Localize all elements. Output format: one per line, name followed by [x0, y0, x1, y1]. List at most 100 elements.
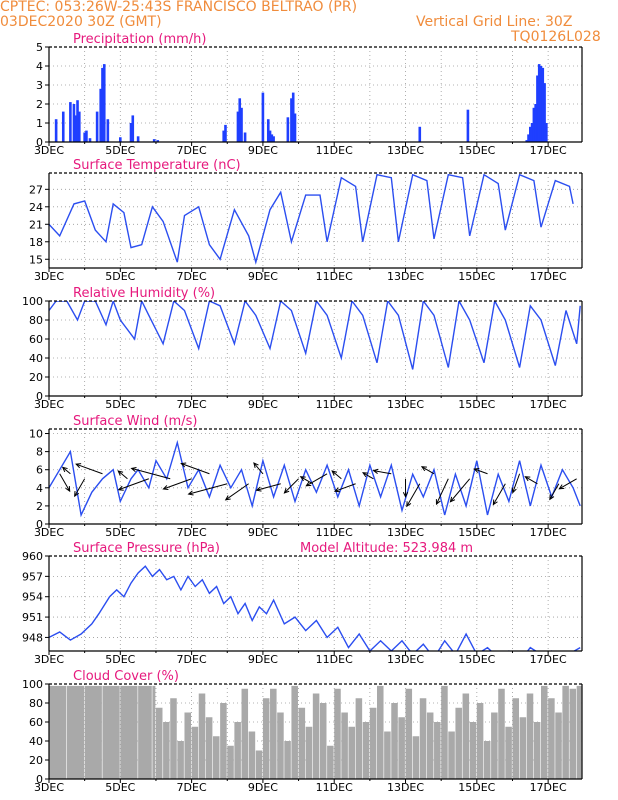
plot-area-cloud: [49, 685, 582, 779]
precip-bar: [536, 75, 539, 142]
cloud-bar: [391, 703, 398, 779]
precip-bar: [156, 140, 160, 142]
panel-temp: 15 18 21 24 27 3DEC 5DEC 7DEC 9DEC 11DEC 13DEC 15DE…: [29, 158, 583, 283]
x-tick-label: 3DEC: [34, 144, 64, 157]
x-tick-label: 9DEC: [248, 144, 278, 157]
cloud-bar: [319, 703, 327, 779]
x-tick-label: 13DEC: [387, 653, 424, 666]
cloud-bar: [84, 685, 102, 779]
cloud-bar: [291, 685, 298, 779]
panel-title-rh: Relative Humidity (%): [73, 286, 215, 301]
x-tick-label: 7DEC: [177, 653, 207, 666]
run-date: 03DEC2020 30Z (GMT): [0, 14, 162, 30]
cloud-bar: [426, 712, 434, 779]
wind-arrow: [549, 483, 560, 501]
x-tick-label: 3DEC: [34, 398, 64, 411]
precip-bar: [129, 123, 133, 142]
cloud-bar: [341, 712, 348, 779]
wind-arrow: [59, 473, 71, 493]
y-tick-label: 20: [29, 754, 43, 767]
y-tick-label: 1: [36, 117, 43, 130]
cloud-bar: [441, 685, 448, 779]
cloud-bar: [355, 698, 363, 779]
y-tick-label: 2: [36, 500, 43, 513]
cloud-bar: [327, 745, 334, 779]
x-tick-label: 7DEC: [177, 781, 207, 794]
cloud-bar: [434, 722, 441, 779]
x-tick-label: 11DEC: [316, 270, 353, 283]
x-tick-label: 5DEC: [105, 398, 135, 411]
x-tick-label: 7DEC: [177, 526, 207, 539]
cloud-bar: [120, 685, 138, 779]
y-tick-label: 8: [36, 446, 43, 459]
precip-bar: [534, 104, 537, 142]
precip-bar: [527, 134, 530, 142]
cloud-bar: [491, 712, 498, 779]
cloud-bar: [198, 693, 206, 779]
precip-bar: [543, 83, 546, 142]
cloud-bar: [533, 722, 541, 779]
wind-arrow: [130, 466, 171, 480]
x-tick-label: 13DEC: [387, 781, 424, 794]
y-tick-label: 15: [29, 253, 43, 266]
y-tick-label: 948: [22, 631, 43, 644]
wind-arrow: [180, 462, 210, 475]
x-tick-label: 3DEC: [34, 781, 64, 794]
vertical-grid-note: Vertical Grid Line: 30Z: [416, 14, 573, 30]
y-tick-label: 80: [29, 697, 43, 710]
plot-area-wind: [49, 439, 581, 518]
y-tick-label: 5: [36, 41, 43, 54]
plot-area-temp: [49, 173, 574, 265]
cloud-bar: [241, 688, 249, 779]
wind-arrow: [61, 466, 71, 475]
y-tick-label: 951: [22, 611, 43, 624]
x-tick-label: 15DEC: [458, 144, 495, 157]
model-altitude-label: Model Altitude: 523.984 m: [300, 541, 473, 556]
cloud-bar: [66, 685, 85, 779]
plot-area-precip: [54, 64, 548, 142]
wind-arrow: [331, 470, 342, 480]
y-tick-label: 0: [36, 773, 43, 786]
cloud-bar: [455, 707, 462, 779]
y-tick-label: 960: [22, 550, 43, 563]
x-tick-label: 17DEC: [530, 144, 567, 157]
cloud-bar: [405, 688, 413, 779]
x-tick-label: 5DEC: [105, 653, 135, 666]
precip-bar: [466, 109, 470, 142]
precip-bar: [238, 98, 242, 142]
precip-bar: [240, 107, 243, 142]
wind-arrow: [74, 478, 86, 498]
x-tick-label: 11DEC: [316, 144, 353, 157]
wind-arrow: [117, 478, 149, 491]
x-tick-label: 5DEC: [105, 526, 135, 539]
precip-bar: [136, 136, 140, 142]
x-tick-label: 9DEC: [248, 653, 278, 666]
y-tick-label: 954: [22, 591, 43, 604]
cloud-bar: [348, 726, 356, 779]
wind-arrow: [253, 462, 264, 475]
cloud-bar: [227, 745, 234, 779]
wind-arrow: [117, 470, 128, 480]
precip-bar: [293, 113, 297, 142]
x-tick-label: 15DEC: [458, 398, 495, 411]
y-tick-label: 957: [22, 570, 43, 583]
y-tick-label: 100: [22, 295, 43, 308]
wind-arrow: [435, 478, 449, 506]
x-tick-label: 15DEC: [458, 653, 495, 666]
series-line-rh: [49, 301, 581, 370]
cloud-bar: [569, 688, 577, 779]
cloud-bar: [462, 693, 470, 779]
x-tick-label: 9DEC: [248, 781, 278, 794]
precip-bar: [74, 115, 78, 142]
wind-arrow: [255, 483, 281, 492]
x-tick-label: 7DEC: [177, 398, 207, 411]
wind-arrow: [283, 478, 299, 494]
x-tick-label: 9DEC: [248, 398, 278, 411]
cloud-bar: [205, 717, 213, 779]
x-tick-label: 15DEC: [458, 781, 495, 794]
cloud-bar: [519, 717, 527, 779]
precip-bar: [261, 92, 265, 142]
cloud-bar: [469, 722, 477, 779]
x-tick-label: 13DEC: [387, 526, 424, 539]
cloud-bar: [298, 707, 306, 779]
